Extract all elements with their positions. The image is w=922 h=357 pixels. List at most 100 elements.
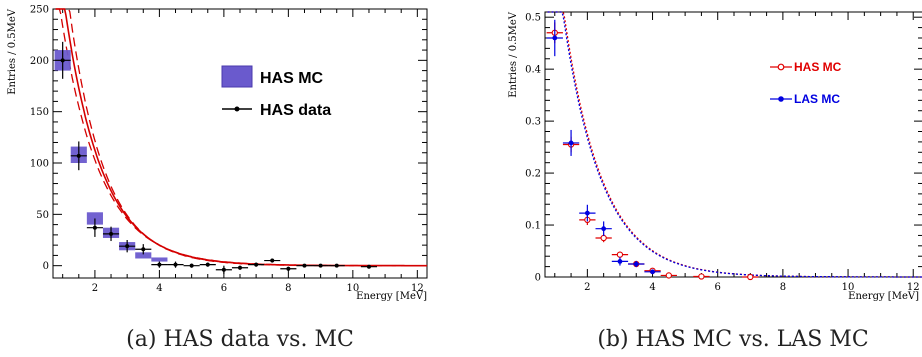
marker <box>552 35 558 41</box>
data-point <box>102 226 120 242</box>
marker <box>698 273 705 280</box>
marker <box>600 234 607 242</box>
data-point <box>312 263 329 268</box>
x-tick-label: 6 <box>221 283 227 294</box>
legend-marker-has-data <box>234 106 240 112</box>
legend-label-las-mc: LAS MC <box>794 92 840 106</box>
marker <box>270 258 275 263</box>
data-marks-b <box>546 19 759 281</box>
x-tick-label: 10 <box>842 282 855 293</box>
legend-label-has-mc-b: HAS MC <box>794 60 842 74</box>
marker <box>616 251 624 258</box>
y-tick-label: 0.2 <box>525 169 541 180</box>
data-point <box>562 129 580 156</box>
mc-box <box>151 257 168 262</box>
caption-a: (a) HAS data vs. MC <box>126 327 354 352</box>
marker <box>221 267 226 272</box>
marker <box>318 263 323 268</box>
data-point <box>546 19 563 57</box>
fit-curves-a <box>55 8 427 267</box>
x-tick-label: 2 <box>584 282 590 293</box>
x-tick-label: 8 <box>285 283 291 294</box>
legend-label-has-data: HAS data <box>260 102 331 119</box>
panel-a-has-data-vs-mc: 2 4 6 8 10 12 0 50 100 150 200 250 Entries / 0.5MeV… <box>7 5 428 352</box>
x-tick-label: 4 <box>156 283 162 294</box>
data-point <box>70 141 87 171</box>
marker <box>601 226 607 232</box>
legend-a: HAS MC HAS data <box>221 65 331 119</box>
caption-b: (b) HAS MC vs. LAS MC <box>597 327 868 352</box>
y-tick-label: 0.3 <box>525 117 541 128</box>
data-point <box>611 251 629 258</box>
data-point <box>215 265 232 274</box>
data-point <box>660 272 677 279</box>
y-tick-label: 0.5 <box>525 13 541 24</box>
legend-marker-las-mc <box>778 96 784 102</box>
marker <box>189 263 194 268</box>
marker <box>205 262 210 267</box>
x-tick-label: 10 <box>346 283 359 294</box>
marker <box>173 262 178 267</box>
data-point <box>296 263 313 268</box>
x-tick-label: 2 <box>92 283 98 294</box>
marker <box>617 259 623 264</box>
marker <box>665 272 672 279</box>
data-point <box>86 218 103 237</box>
marker <box>238 265 242 270</box>
marker <box>747 273 754 281</box>
marker <box>650 269 655 275</box>
x-tick-label: 12 <box>907 282 920 293</box>
marker <box>633 261 639 267</box>
x-tick-label: 6 <box>715 282 721 293</box>
data-marks-a <box>54 41 378 274</box>
data-point <box>231 265 249 270</box>
marker <box>286 266 291 271</box>
data-point <box>151 261 168 268</box>
data-point <box>135 244 152 255</box>
data-point <box>264 258 281 263</box>
fit-curve-dashed <box>55 8 427 267</box>
data-point <box>167 261 184 268</box>
marker <box>302 263 307 268</box>
marker <box>92 225 97 230</box>
marker <box>60 58 65 63</box>
data-point <box>742 273 759 281</box>
data-point <box>280 266 297 271</box>
marker <box>584 210 590 216</box>
y-tick-label: 250 <box>30 5 49 16</box>
data-point <box>151 257 168 262</box>
data-point <box>579 204 596 222</box>
x-tick-label: 4 <box>649 282 655 293</box>
data-point <box>119 240 136 253</box>
data-point <box>248 262 265 267</box>
data-point <box>183 263 200 268</box>
y-tick-label: 0 <box>535 273 541 284</box>
marker <box>334 263 339 268</box>
x-tick-label: 8 <box>780 282 786 293</box>
panel-b-has-mc-vs-las-mc: 2 4 6 8 10 12 0 0.1 0.2 0.3 0.4 0.5 Entries / 0.5Me… <box>508 11 922 352</box>
fit-curves-b <box>547 11 922 278</box>
marker <box>141 247 146 252</box>
mc-box <box>135 252 152 259</box>
tick-labels-a: 2 4 6 8 10 12 0 50 100 150 200 250 <box>30 5 424 295</box>
y-tick-label: 50 <box>36 210 49 221</box>
data-point <box>54 41 71 79</box>
marker <box>568 140 574 146</box>
y-tick-label: 0 <box>43 261 49 272</box>
data-point <box>595 221 612 236</box>
marker <box>76 153 81 158</box>
fit-curve-dotted <box>547 11 922 278</box>
y-tick-label: 0.4 <box>525 65 541 76</box>
legend-b: HAS MC LAS MC <box>770 60 842 106</box>
data-point <box>360 264 378 269</box>
data-point <box>611 257 629 266</box>
marker <box>109 231 114 236</box>
data-point <box>644 269 661 275</box>
marker <box>254 262 259 267</box>
data-point <box>693 273 710 280</box>
x-axis-label-b: Energy [MeV] <box>848 291 919 302</box>
y-axis-label-b: Entries / 0.5MeV <box>508 11 519 98</box>
y-tick-label: 0.1 <box>525 221 541 232</box>
tick-labels-b: 2 4 6 8 10 12 0 0.1 0.2 0.3 0.4 0.5 <box>525 13 919 293</box>
y-tick-label: 100 <box>30 159 49 170</box>
